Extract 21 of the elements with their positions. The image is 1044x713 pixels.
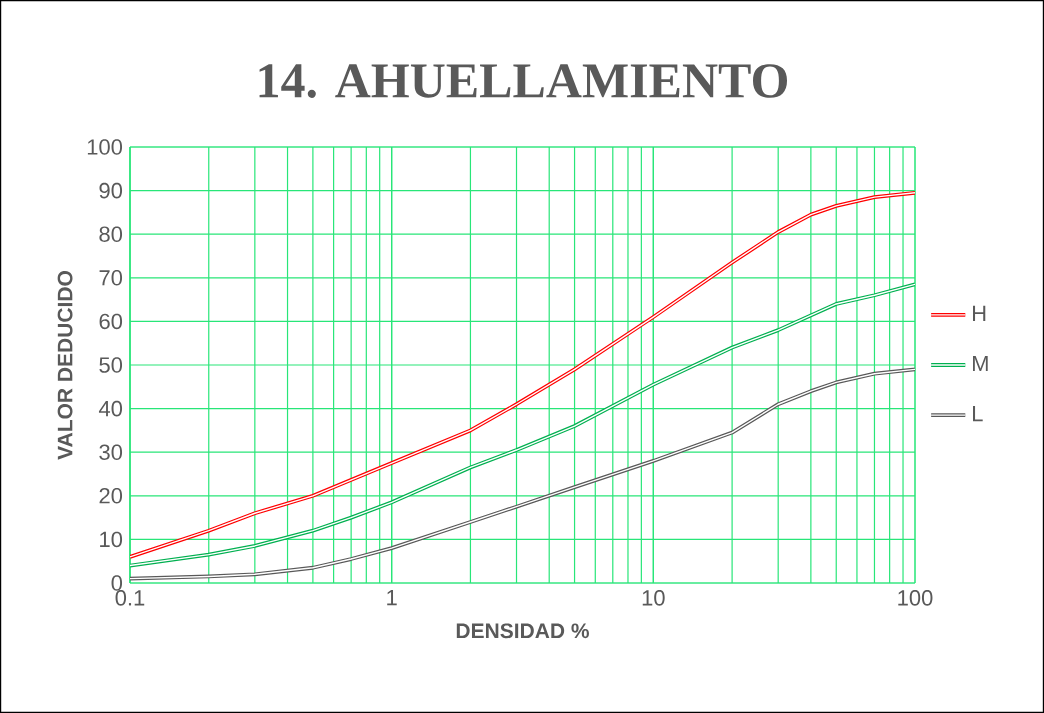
- y-tick-label: 30: [99, 444, 123, 460]
- y-tick-label: 50: [99, 357, 123, 373]
- y-tick-label: 60: [99, 313, 123, 330]
- y-tick-label: 100: [87, 139, 123, 155]
- x-tick-label: 1: [387, 590, 397, 606]
- y-tick-label: 40: [98, 400, 123, 417]
- x-tick-label: 100: [898, 590, 933, 606]
- legend-label: L: [973, 406, 983, 422]
- y-tick-label: 70: [99, 270, 123, 286]
- y-tick-label: 90: [99, 182, 123, 199]
- x-axis-title: DENSIDAD %: [456, 623, 589, 639]
- y-tick-label: 10: [100, 531, 123, 548]
- legend-label: M: [973, 355, 988, 372]
- chart-title: 14. AHUELLAMIENTO: [259, 64, 787, 98]
- legend-label: H: [973, 305, 986, 321]
- y-tick-label: 80: [99, 226, 123, 242]
- x-tick-label: 10: [642, 590, 665, 606]
- y-tick-label: 20: [99, 488, 123, 504]
- y-tick-label: 0: [111, 575, 123, 591]
- x-tick-label: 0.1: [115, 590, 145, 606]
- y-axis-title: VALOR DEDUCIDO: [57, 271, 73, 460]
